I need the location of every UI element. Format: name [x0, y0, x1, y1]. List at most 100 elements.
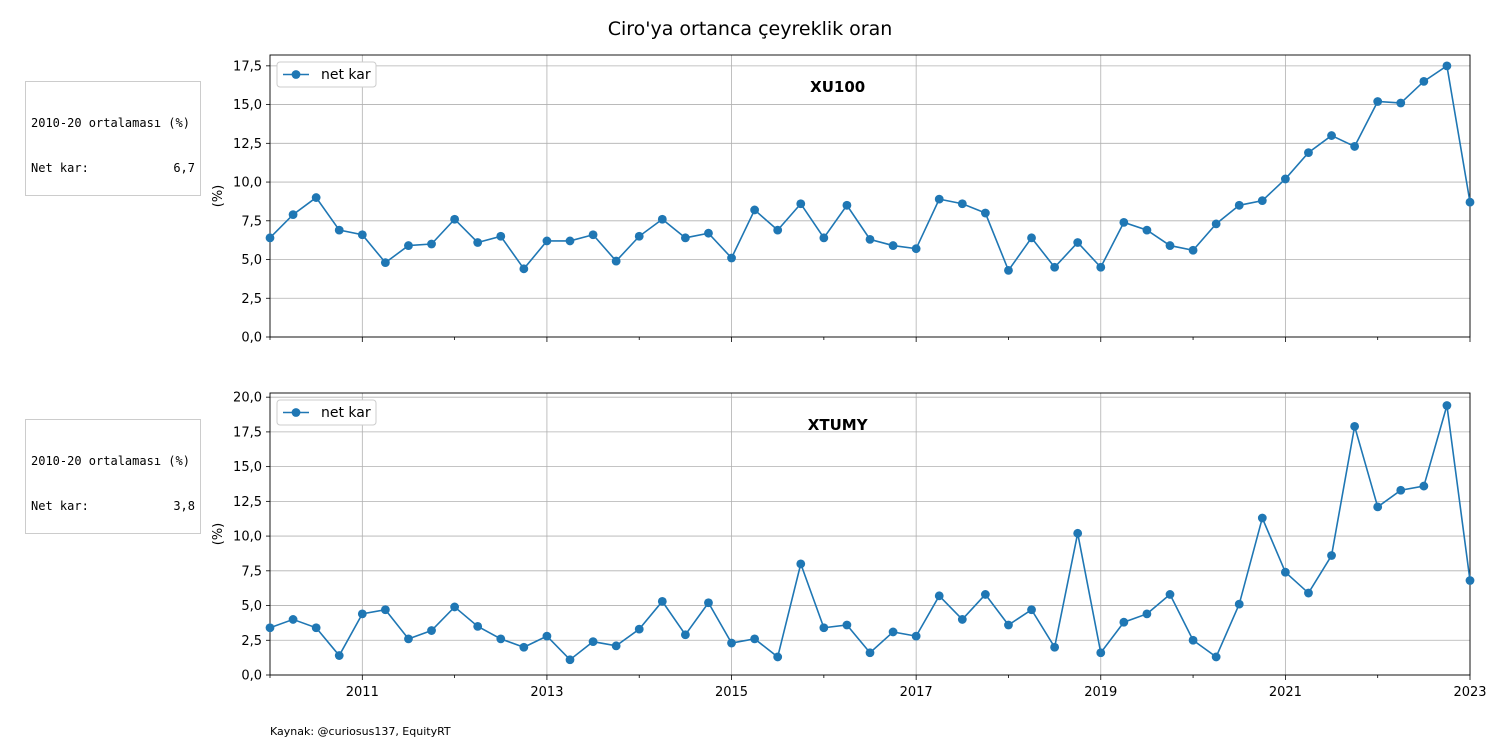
y-tick-label: 12,5 — [233, 137, 262, 152]
data-point — [842, 200, 852, 210]
data-point — [265, 623, 275, 633]
legend-marker — [291, 408, 301, 417]
panel-xtumy: 0,0 2,5 5,0 7,5 10,0 12,5 15,0 17,5 20,0 2011 2013… — [211, 391, 1487, 700]
data-point — [588, 230, 598, 240]
data-point — [496, 231, 506, 241]
data-point — [588, 637, 598, 647]
legend: net kar — [276, 399, 377, 426]
y-tick-label: 5,0 — [241, 599, 262, 614]
data-point — [1142, 609, 1152, 619]
data-point — [542, 236, 552, 246]
average-box-xu100: 2010-20 ortalaması (%) Net kar: 6,7 — [25, 81, 201, 196]
y-tick-label: 12,5 — [233, 495, 262, 510]
data-point — [934, 591, 944, 601]
data-point — [1050, 642, 1060, 652]
data-point — [519, 642, 529, 652]
y-tick-label: 5,0 — [241, 253, 262, 268]
average-box-xtumy: 2010-20 ortalaması (%) Net kar: 3,8 — [25, 419, 201, 534]
data-point — [796, 559, 806, 569]
data-point — [634, 624, 644, 634]
data-point — [865, 648, 875, 658]
data-point — [404, 634, 413, 644]
x-tick-label: 2013 — [530, 685, 563, 700]
panel-xu100: 0,0 2,5 5,0 7,5 10,0 12,5 15,0 17,5 (%) XU100 net … — [211, 54, 1475, 346]
y-tick-label: 0,0 — [241, 331, 262, 346]
data-point — [934, 194, 944, 204]
data-point — [611, 256, 621, 266]
data-point — [888, 241, 898, 250]
data-point — [473, 621, 483, 631]
data-point — [704, 598, 713, 608]
data-point — [1073, 528, 1083, 538]
data-point — [1096, 262, 1106, 272]
data-point — [1396, 485, 1406, 495]
data-point — [1419, 76, 1429, 86]
data-point — [1396, 98, 1406, 108]
average-box-value: 3,8 — [173, 499, 195, 513]
x-tick-label: 2017 — [900, 685, 933, 700]
data-point — [288, 210, 298, 219]
data-point — [1234, 599, 1244, 609]
data-point — [819, 233, 829, 243]
data-point — [1304, 148, 1313, 158]
data-point — [265, 233, 275, 243]
data-point — [288, 615, 298, 624]
data-point — [1280, 174, 1290, 184]
x-tick-label: 2011 — [346, 685, 379, 700]
data-point — [842, 620, 852, 630]
data-point — [773, 652, 783, 662]
legend-label: net kar — [321, 67, 371, 83]
data-point — [980, 590, 990, 599]
data-point — [1073, 238, 1083, 247]
data-point — [773, 225, 783, 235]
data-point — [519, 264, 529, 274]
data-point — [750, 634, 760, 644]
data-point — [1188, 635, 1198, 645]
data-point — [750, 205, 760, 215]
data-point — [496, 634, 506, 644]
y-tick-label: 2,5 — [241, 292, 262, 307]
data-point — [657, 596, 667, 606]
x-tick-label: 2015 — [715, 685, 748, 700]
plot-frame — [269, 54, 1471, 338]
average-box-value: 6,7 — [173, 161, 195, 175]
y-tick-label: 17,5 — [233, 59, 262, 74]
data-point — [1280, 567, 1290, 577]
data-point — [380, 605, 390, 615]
y-tick-label: 15,0 — [233, 460, 262, 475]
data-point — [1211, 219, 1221, 229]
data-point — [427, 626, 436, 635]
data-point — [1350, 421, 1360, 431]
data-point — [1096, 648, 1106, 658]
y-tick-label: 10,0 — [233, 176, 262, 191]
data-point — [334, 225, 344, 235]
data-point — [1004, 620, 1013, 630]
panel-title: XTUMY — [808, 416, 869, 434]
data-point — [1465, 197, 1475, 207]
data-point — [1373, 97, 1383, 106]
data-point — [1142, 225, 1152, 235]
y-axis-label: (%) — [211, 185, 226, 208]
y-tick-label: 0,0 — [241, 669, 262, 684]
data-point — [1419, 481, 1429, 491]
panels: 0,0 2,5 5,0 7,5 10,0 12,5 15,0 17,5 (%) XU100 net … — [211, 54, 1487, 700]
data-point — [980, 208, 990, 218]
average-box-heading: 2010-20 ortalaması (%) — [31, 454, 190, 468]
y-axis-label: (%) — [211, 523, 226, 546]
data-point — [380, 258, 390, 268]
data-point — [819, 623, 829, 633]
data-point — [1373, 502, 1383, 512]
data-point — [911, 244, 921, 254]
average-box-row: Net kar: 6,7 — [31, 161, 195, 176]
y-tick-label: 15,0 — [233, 98, 262, 113]
data-point — [1257, 196, 1267, 206]
data-point — [473, 238, 483, 247]
panel-title: XU100 — [810, 78, 865, 96]
data-point — [1442, 401, 1452, 410]
data-point — [357, 609, 367, 619]
legend: net kar — [276, 61, 377, 88]
legend-label: net kar — [321, 405, 371, 421]
data-point — [450, 214, 460, 224]
data-point — [680, 233, 690, 243]
data-point — [1027, 605, 1036, 615]
